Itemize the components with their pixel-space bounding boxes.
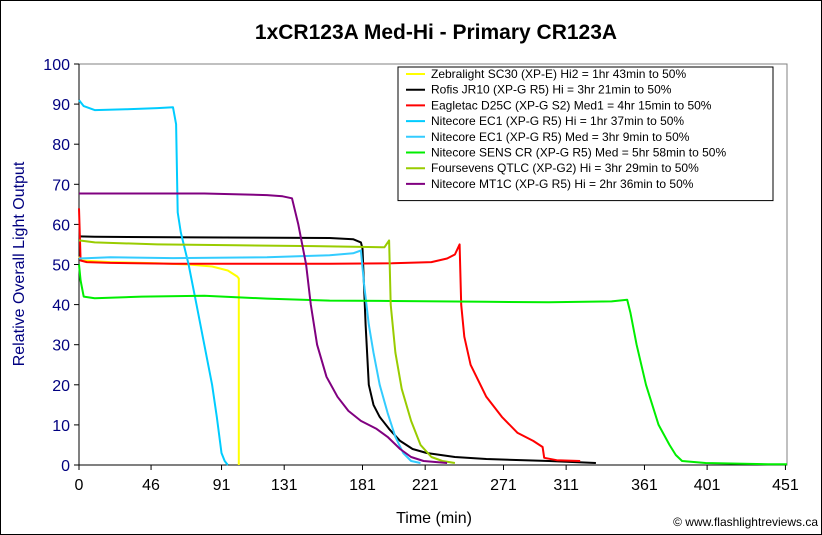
y-tick-label: 20 <box>52 378 70 395</box>
y-tick-label: 60 <box>52 217 70 234</box>
x-tick-label: 181 <box>349 477 376 494</box>
x-tick-label: 46 <box>142 477 160 494</box>
x-tick-label: 131 <box>271 477 298 494</box>
y-tick-label: 10 <box>52 418 70 435</box>
y-axis-label: Relative Overall Light Output <box>11 161 28 366</box>
x-tick-label: 221 <box>412 477 439 494</box>
y-tick-label: 90 <box>52 97 70 114</box>
legend-label-4: Nitecore EC1 (XP-G R5) Hi = 1hr 37min to… <box>431 114 684 128</box>
x-tick-label: 361 <box>631 477 658 494</box>
x-tick-label: 311 <box>553 477 579 494</box>
series-line-5 <box>78 249 421 464</box>
series-line-6 <box>78 264 787 466</box>
series-lines <box>78 99 787 466</box>
x-tick-label: 451 <box>772 477 799 494</box>
legend-box <box>397 66 774 202</box>
series-line-4 <box>78 99 229 466</box>
legend-label-1: Zebralight SC30 (XP-E) Hi2 = 1hr 43min t… <box>431 67 686 81</box>
axes: 0 10 20 30 40 50 60 70 80 90 100 0 46 91 131 181 221 271 3… <box>43 57 799 494</box>
series-line-8 <box>79 192 448 464</box>
y-tick-label: 100 <box>43 57 70 74</box>
y-tick-label: 30 <box>52 338 70 355</box>
legend-label-2: Rofis JR10 (XP-G R5) Hi = 3hr 21min to 5… <box>431 83 672 97</box>
credit-text: © www.flashlightreviews.ca <box>673 515 818 529</box>
series-line-7 <box>78 239 456 464</box>
x-tick-label: 401 <box>694 477 721 494</box>
legend-label-6: Nitecore SENS CR (XP-G R5) Med = 5hr 58m… <box>431 146 726 160</box>
y-tick-label: 50 <box>52 258 70 275</box>
legend-label-3: Eagletac D25C (XP-G S2) Med1 = 4hr 15min… <box>431 98 712 112</box>
x-axis-label: Time (min) <box>396 510 472 527</box>
y-tick-label: 0 <box>61 458 70 475</box>
legend-label-5: Nitecore EC1 (XP-G R5) Med = 3hr 9min to… <box>431 130 690 144</box>
y-tick-label: 70 <box>52 177 70 194</box>
legend-label-8: Nitecore MT1C (XP-G R5) Hi = 2hr 36min t… <box>431 177 694 191</box>
x-tick-label: 271 <box>490 477 517 494</box>
series-line-3 <box>78 208 581 462</box>
y-tick-label: 40 <box>52 298 70 315</box>
series-line-1 <box>78 255 240 465</box>
y-tick-label: 80 <box>52 137 70 154</box>
legend: Zebralight SC30 (XP-E) Hi2 = 1hr 43min t… <box>397 66 774 202</box>
x-tick-label: 0 <box>75 477 84 494</box>
x-tick-label: 91 <box>213 477 231 494</box>
legend-label-7: Foursevens QTLC (XP-G2) Hi = 3hr 29min t… <box>431 161 699 175</box>
chart-title: 1xCR123A Med-Hi - Primary CR123A <box>255 21 617 44</box>
series-line-2 <box>78 235 596 464</box>
